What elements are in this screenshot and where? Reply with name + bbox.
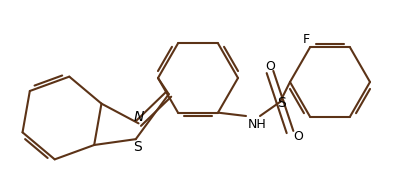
Text: S: S: [133, 140, 142, 154]
Text: N: N: [133, 110, 144, 124]
Text: O: O: [293, 130, 303, 143]
Text: S: S: [277, 96, 285, 110]
Text: F: F: [302, 33, 310, 46]
Text: O: O: [265, 60, 275, 73]
Text: NH: NH: [248, 118, 267, 131]
